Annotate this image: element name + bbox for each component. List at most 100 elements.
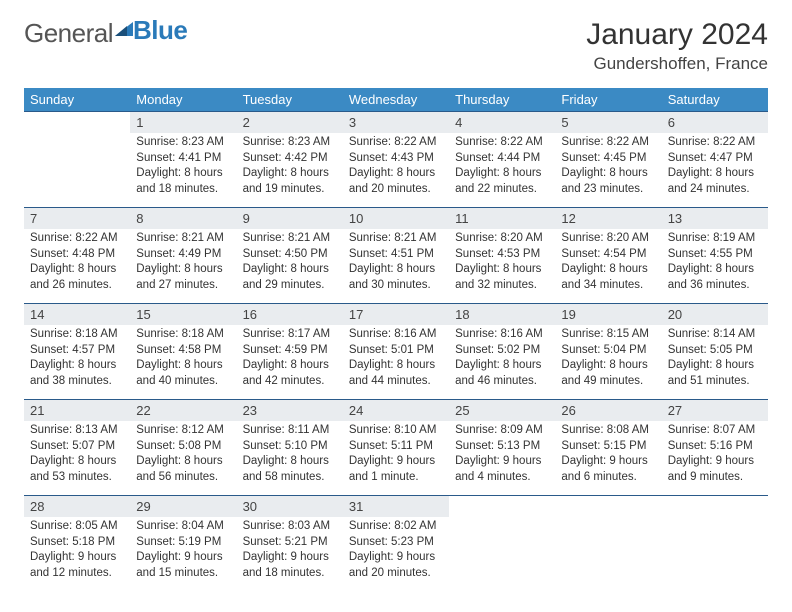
day-number-cell: 21: [24, 400, 130, 422]
day-data-cell: Sunrise: 8:04 AMSunset: 5:19 PMDaylight:…: [130, 517, 236, 591]
sunrise-text: Sunrise: 8:22 AM: [668, 135, 762, 151]
sunrise-text: Sunrise: 8:13 AM: [30, 423, 124, 439]
day-number-cell: 12: [555, 208, 661, 230]
day-number-cell: [449, 496, 555, 518]
day-data-cell: Sunrise: 8:23 AMSunset: 4:42 PMDaylight:…: [237, 133, 343, 208]
daylight-text-2: and 32 minutes.: [455, 278, 549, 294]
daylight-text-2: and 6 minutes.: [561, 470, 655, 486]
sunset-text: Sunset: 5:01 PM: [349, 343, 443, 359]
day-number-cell: 8: [130, 208, 236, 230]
sunset-text: Sunset: 4:58 PM: [136, 343, 230, 359]
sunrise-text: Sunrise: 8:04 AM: [136, 519, 230, 535]
day-number-cell: 6: [662, 112, 768, 134]
day-data-cell: Sunrise: 8:12 AMSunset: 5:08 PMDaylight:…: [130, 421, 236, 496]
day-number-cell: 22: [130, 400, 236, 422]
daylight-text-2: and 44 minutes.: [349, 374, 443, 390]
daylight-text-1: Daylight: 8 hours: [136, 262, 230, 278]
sunrise-text: Sunrise: 8:05 AM: [30, 519, 124, 535]
day-data-cell: Sunrise: 8:22 AMSunset: 4:45 PMDaylight:…: [555, 133, 661, 208]
daylight-text-1: Daylight: 8 hours: [455, 358, 549, 374]
daylight-text-1: Daylight: 8 hours: [136, 358, 230, 374]
day-data-row: Sunrise: 8:13 AMSunset: 5:07 PM Daylight:…: [24, 421, 768, 496]
day-number-cell: 17: [343, 304, 449, 326]
sunset-text: Sunset: 4:48 PM: [30, 247, 124, 263]
sunrise-text: Sunrise: 8:22 AM: [349, 135, 443, 151]
day-data-row: Sunrise: 8:23 AMSunset: 4:41 PMDaylight:…: [24, 133, 768, 208]
day-data-cell: Sunrise: 8:15 AMSunset: 5:04 PMDaylight:…: [555, 325, 661, 400]
daylight-text-1: Daylight: 8 hours: [455, 166, 549, 182]
day-data-cell: [449, 517, 555, 591]
sunrise-text: Sunrise: 8:07 AM: [668, 423, 762, 439]
day-number-cell: [555, 496, 661, 518]
sunrise-text: Sunrise: 8:21 AM: [243, 231, 337, 247]
sunrise-text: Sunrise: 8:19 AM: [668, 231, 762, 247]
day-data-cell: Sunrise: 8:20 AMSunset: 4:53 PMDaylight:…: [449, 229, 555, 304]
logo: General Blue: [24, 18, 187, 49]
sunrise-text: Sunrise: 8:16 AM: [349, 327, 443, 343]
daylight-text-1: Daylight: 8 hours: [561, 358, 655, 374]
day-data-cell: Sunrise: 8:19 AMSunset: 4:55 PMDaylight:…: [662, 229, 768, 304]
sunset-text: Sunset: 4:55 PM: [668, 247, 762, 263]
day-number-cell: 15: [130, 304, 236, 326]
day-data-cell: Sunrise: 8:08 AMSunset: 5:15 PMDaylight:…: [555, 421, 661, 496]
day-data-cell: Sunrise: 8:18 AMSunset: 4:57 PMDaylight:…: [24, 325, 130, 400]
sunrise-text: Sunrise: 8:03 AM: [243, 519, 337, 535]
sunset-text: Sunset: 5:16 PM: [668, 439, 762, 455]
daylight-text-2: and 27 minutes.: [136, 278, 230, 294]
sunset-text: Sunset: 4:53 PM: [455, 247, 549, 263]
day-number-cell: 19: [555, 304, 661, 326]
daylight-text-2: and 51 minutes.: [668, 374, 762, 390]
day-number-cell: 31: [343, 496, 449, 518]
day-data-cell: Sunrise: 8:21 AMSunset: 4:51 PMDaylight:…: [343, 229, 449, 304]
daylight-text-1: Daylight: 9 hours: [30, 550, 124, 566]
daylight-text-1: Daylight: 9 hours: [243, 550, 337, 566]
day-number-row: 123456: [24, 112, 768, 134]
calendar-table: Sunday Monday Tuesday Wednesday Thursday…: [24, 88, 768, 591]
sunrise-text: Sunrise: 8:21 AM: [136, 231, 230, 247]
daylight-text-2: and 12 minutes.: [30, 566, 124, 582]
weekday-header: Monday: [130, 88, 236, 112]
day-data-cell: Sunrise: 8:16 AMSunset: 5:02 PMDaylight:…: [449, 325, 555, 400]
daylight-text-1: Daylight: 8 hours: [349, 358, 443, 374]
day-data-cell: Sunrise: 8:18 AMSunset: 4:58 PMDaylight:…: [130, 325, 236, 400]
sunrise-text: Sunrise: 8:11 AM: [243, 423, 337, 439]
daylight-text-1: Daylight: 9 hours: [561, 454, 655, 470]
day-data-cell: Sunrise: 8:09 AMSunset: 5:13 PMDaylight:…: [449, 421, 555, 496]
daylight-text-2: and 53 minutes.: [30, 470, 124, 486]
sunrise-text: Sunrise: 8:08 AM: [561, 423, 655, 439]
day-data-cell: [555, 517, 661, 591]
daylight-text-2: and 19 minutes.: [243, 182, 337, 198]
day-number-row: 21222324252627: [24, 400, 768, 422]
day-data-cell: Sunrise: 8:13 AMSunset: 5:07 PMDaylight:…: [24, 421, 130, 496]
sunset-text: Sunset: 4:50 PM: [243, 247, 337, 263]
sunrise-text: Sunrise: 8:18 AM: [30, 327, 124, 343]
sunrise-text: Sunrise: 8:16 AM: [455, 327, 549, 343]
daylight-text-2: and 23 minutes.: [561, 182, 655, 198]
sunrise-text: Sunrise: 8:22 AM: [561, 135, 655, 151]
sunrise-text: Sunrise: 8:02 AM: [349, 519, 443, 535]
daylight-text-2: and 1 minute.: [349, 470, 443, 486]
weekday-header: Saturday: [662, 88, 768, 112]
daylight-text-2: and 4 minutes.: [455, 470, 549, 486]
sunset-text: Sunset: 5:05 PM: [668, 343, 762, 359]
daylight-text-2: and 18 minutes.: [136, 182, 230, 198]
sunrise-text: Sunrise: 8:22 AM: [30, 231, 124, 247]
sunrise-text: Sunrise: 8:14 AM: [668, 327, 762, 343]
sunset-text: Sunset: 5:04 PM: [561, 343, 655, 359]
daylight-text-1: Daylight: 9 hours: [349, 550, 443, 566]
day-number-row: 14151617181920: [24, 304, 768, 326]
daylight-text-2: and 40 minutes.: [136, 374, 230, 390]
day-data-cell: Sunrise: 8:17 AMSunset: 4:59 PMDaylight:…: [237, 325, 343, 400]
daylight-text-1: Daylight: 8 hours: [455, 262, 549, 278]
sunset-text: Sunset: 4:45 PM: [561, 151, 655, 167]
sunset-text: Sunset: 5:07 PM: [30, 439, 124, 455]
daylight-text-1: Daylight: 9 hours: [455, 454, 549, 470]
day-number-row: 28293031: [24, 496, 768, 518]
daylight-text-2: and 29 minutes.: [243, 278, 337, 294]
sunset-text: Sunset: 4:43 PM: [349, 151, 443, 167]
day-data-cell: Sunrise: 8:22 AMSunset: 4:43 PMDaylight:…: [343, 133, 449, 208]
day-data-cell: Sunrise: 8:22 AMSunset: 4:44 PMDaylight:…: [449, 133, 555, 208]
day-data-cell: Sunrise: 8:02 AMSunset: 5:23 PMDaylight:…: [343, 517, 449, 591]
day-data-row: Sunrise: 8:05 AMSunset: 5:18 PMDaylight:…: [24, 517, 768, 591]
sunrise-text: Sunrise: 8:20 AM: [455, 231, 549, 247]
